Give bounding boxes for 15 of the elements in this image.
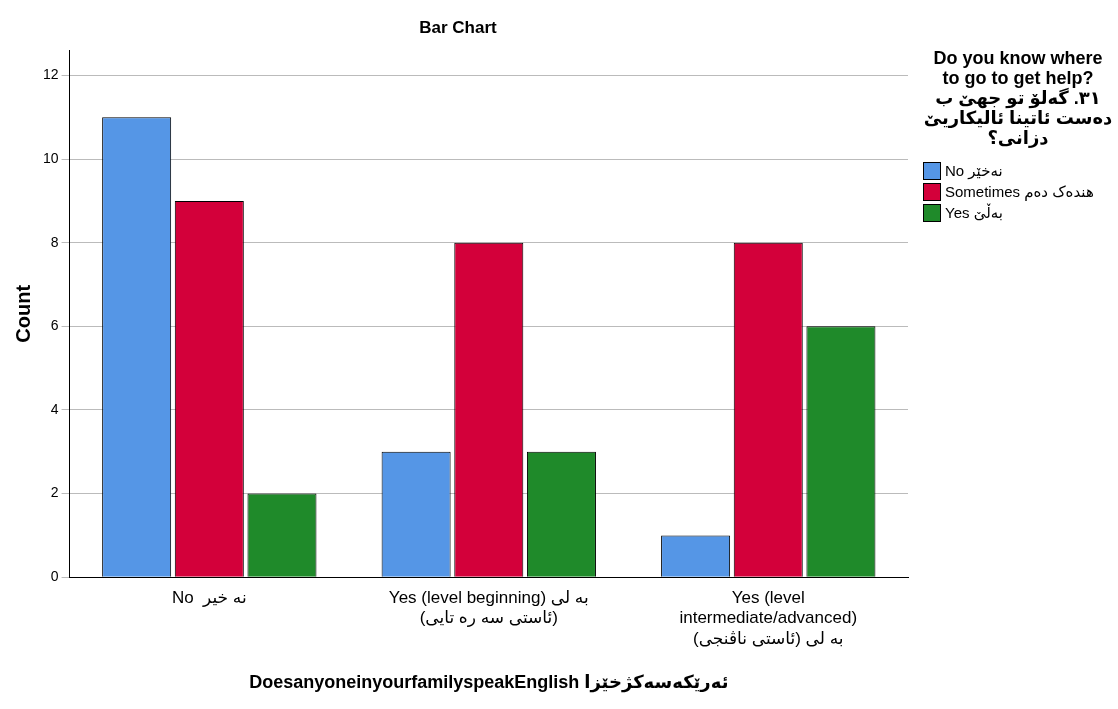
y-axis-title: Count xyxy=(11,284,34,343)
chart-title: Bar Chart xyxy=(419,17,498,37)
legend-label: No نەخێر xyxy=(945,162,1003,180)
y-tick-label: 12 xyxy=(42,66,59,83)
legend-label: Yes بەڵێ xyxy=(945,204,1003,222)
y-tick-label: 0 xyxy=(50,568,59,585)
y-tick-label: 6 xyxy=(50,317,59,334)
x-axis-title: DoesanyoneinyourfamilyspeakEnglish ئەرێکەسەکژخێزا xyxy=(249,672,729,694)
x-tick-label: Yes (level beginning) به لی (ئاستی سه ره تایی) xyxy=(388,588,589,628)
y-tick-label: 10 xyxy=(42,149,59,166)
x-tick-label: No نه خیر xyxy=(171,588,247,608)
y-tick-label: 4 xyxy=(50,400,59,417)
legend-label: Sometimes هندەک دەم xyxy=(945,183,1094,201)
y-tick-label: 2 xyxy=(50,484,59,501)
y-tick-label: 8 xyxy=(50,233,59,250)
